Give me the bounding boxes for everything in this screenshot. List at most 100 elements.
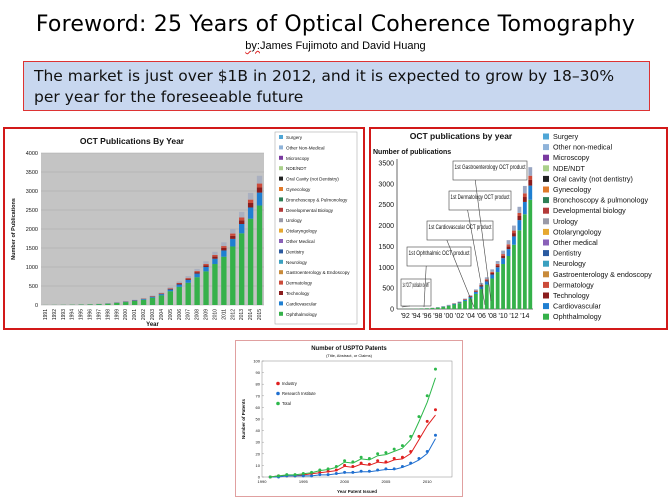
chart2-bar-2012-seg0 <box>512 244 516 309</box>
chart2-bar-2014-seg1 <box>522 201 527 215</box>
chart1-bar-2015-seg2 <box>256 187 263 193</box>
chart1-bar-2014-seg4 <box>247 192 254 200</box>
chart2-bar-2010-seg1 <box>501 258 505 265</box>
chart1-xtick-label: 2008 <box>195 309 201 320</box>
chart2-legend-label: Developmental biology <box>553 206 626 215</box>
chart1-xtick-label: 2005 <box>168 309 174 320</box>
chart1-legend-label: Gastroenterology & Endoscopy <box>286 270 350 275</box>
chart3-point <box>326 473 330 477</box>
chart1-legend-label: Neurology <box>286 260 308 265</box>
chart2-ytick-label: 500 <box>382 286 394 293</box>
chart3-ytick-label: 30 <box>256 440 261 445</box>
chart3-point <box>400 465 404 469</box>
chart3-point <box>318 470 322 474</box>
chart3-point <box>310 474 314 478</box>
chart3-point <box>367 456 371 460</box>
chart2-annotation-leader <box>474 179 492 302</box>
chart1-bar-2010-seg2 <box>212 256 218 259</box>
chart1-xtick-label: 2012 <box>230 309 236 320</box>
chart3-point <box>351 465 355 469</box>
patents-chart: Number of USPTO Patents(Title, Abstract,… <box>241 346 453 494</box>
chart3-point <box>384 460 388 464</box>
chart1-xtick-label: 2003 <box>150 309 156 320</box>
chart1-bar-2005-seg0 <box>167 291 174 305</box>
chart1-ytick-label: 1000 <box>26 265 38 271</box>
chart2-legend-swatch <box>543 218 549 225</box>
chart2-bar-2005-seg3 <box>473 290 478 292</box>
chart1-bar-1998-seg0 <box>105 303 111 305</box>
chart1-bar-2003-seg0 <box>149 297 156 305</box>
chart3-legend-label: Total <box>282 401 291 406</box>
chart1-xtick-label: 2014 <box>248 309 254 320</box>
chart2-legend-label: Surgery <box>553 132 579 141</box>
chart1-legend-label: Cardiovascular <box>286 301 317 306</box>
chart1-legend-box <box>274 131 358 325</box>
chart1-legend-swatch <box>279 197 283 202</box>
chart1-legend-swatch <box>279 207 283 212</box>
chart1-legend-swatch <box>279 270 283 275</box>
chart2-legend-label: Bronchoscopy & pulmonology <box>553 196 648 205</box>
chart1-bar-2007-seg4 <box>185 276 191 278</box>
chart2-annotation-leader <box>446 239 475 308</box>
chart1-bar-2003-seg1 <box>149 296 156 298</box>
chart2-ylabel: Number of publications <box>373 149 451 156</box>
chart1-ytick-label: 0 <box>35 303 38 309</box>
chart3-point <box>400 444 404 448</box>
chart2-legend-swatch <box>543 281 549 288</box>
chart2-bar-2007-seg4 <box>484 277 489 280</box>
chart3-legend-label: Industry <box>282 381 298 386</box>
chart3-point <box>376 468 380 472</box>
chart3-point <box>334 468 338 472</box>
chart1-bar-2009-seg0 <box>203 271 209 305</box>
chart2-bar-2010-seg0 <box>501 264 505 309</box>
chart1-legend-swatch <box>279 166 283 171</box>
chart3-point <box>351 460 355 464</box>
chart1-xtick-label: 2002 <box>141 309 147 320</box>
chart2-bar-2005-seg4 <box>473 289 478 291</box>
chart3-ytick-label: 80 <box>256 382 261 387</box>
chart1-legend-swatch <box>279 187 283 191</box>
chart1-bar-2015-seg3 <box>256 183 263 188</box>
chart1-bar-2005-seg3 <box>167 288 174 289</box>
chart1-ytick-label: 2000 <box>26 227 38 233</box>
chart2-xtick-label: '06 <box>477 313 486 320</box>
chart3-point <box>392 456 396 460</box>
chart1-bar-2008-seg0 <box>194 277 200 305</box>
chart1-xtick-label: 1994 <box>70 309 76 320</box>
chart1-xtick-label: 2015 <box>257 309 263 320</box>
chart2-xtick-label: '12 <box>509 313 518 320</box>
chart1-legend-swatch <box>279 291 283 295</box>
chart1-bar-2010-seg0 <box>212 264 218 305</box>
chart1-legend-swatch <box>279 280 283 285</box>
chart1-xtick-label: 2006 <box>177 309 183 320</box>
chart2-legend-swatch <box>543 313 549 320</box>
chart1-bar-2002-seg1 <box>140 299 147 300</box>
chart3-point <box>268 475 272 479</box>
chart3-ytick-label: 0 <box>258 475 261 480</box>
chart1-legend-label: Bronchoscopy & Pulmonology <box>286 197 348 202</box>
chart2-bar-2002-seg0 <box>457 303 462 309</box>
chart2-legend-swatch <box>543 250 549 257</box>
chart2-xtick-label: '02 <box>455 313 464 320</box>
chart2-bar-2005-seg0 <box>473 293 478 309</box>
chart2-ytick-label: 2000 <box>378 223 394 230</box>
chart1-legend-swatch <box>279 135 283 139</box>
chart3-point <box>392 447 396 451</box>
chart3-point <box>334 472 338 476</box>
chart1-bar-2011-seg2 <box>221 247 227 251</box>
chart3-point <box>417 456 421 460</box>
chart2-bar-2015-seg2 <box>528 179 533 186</box>
publications-chart-left: OCT Publications By Year 0 500 1000 1500 2000… <box>11 131 358 328</box>
chart2-ytick-label: 3500 <box>378 161 394 168</box>
chart1-legend-swatch <box>279 145 283 150</box>
chart2-bar-2008-seg1 <box>490 274 495 279</box>
chart3-point <box>392 467 396 471</box>
chart2-ytick-label: 1500 <box>378 244 394 251</box>
chart2-bar-2003-seg0 <box>463 300 467 309</box>
chart2-legend-label: Gynecology <box>553 185 591 194</box>
chart2-annotation-leader <box>467 209 486 306</box>
chart2-xtick-label: '14 <box>520 313 529 320</box>
chart3-point <box>425 449 429 453</box>
chart3-xtick-label: 1995 <box>299 479 309 484</box>
chart1-bar-2013-seg1 <box>239 224 245 234</box>
